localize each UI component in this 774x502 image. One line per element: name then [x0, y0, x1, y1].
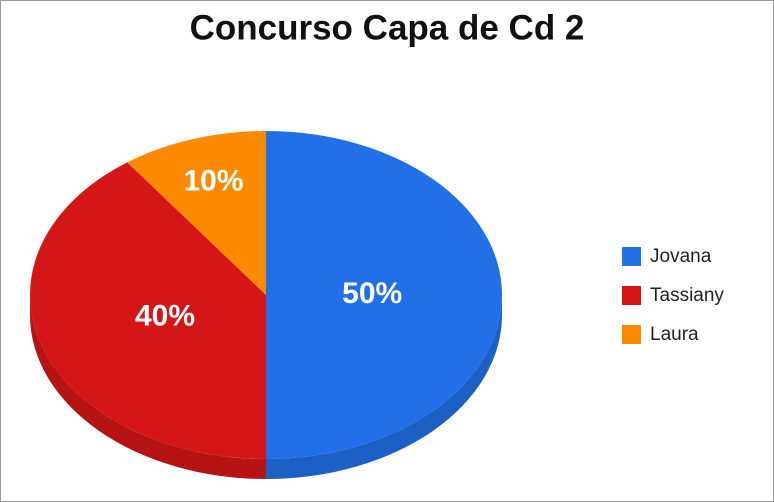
- legend-swatch: [622, 286, 641, 305]
- slice-label: 50%: [342, 277, 402, 310]
- slice-side: [30, 295, 266, 479]
- legend-label: Tassiany: [650, 285, 724, 306]
- legend-label: Laura: [650, 324, 699, 345]
- legend-swatch: [622, 247, 641, 266]
- slice-label: 40%: [135, 300, 195, 333]
- slice-side: [266, 295, 502, 479]
- slice-label: 10%: [183, 165, 243, 198]
- legend-swatch: [622, 325, 641, 344]
- chart-title: Concurso Capa de Cd 2: [190, 8, 585, 47]
- slice: [266, 131, 502, 459]
- slice: [127, 131, 266, 295]
- legend-label: Jovana: [650, 246, 712, 267]
- slice: [30, 162, 267, 459]
